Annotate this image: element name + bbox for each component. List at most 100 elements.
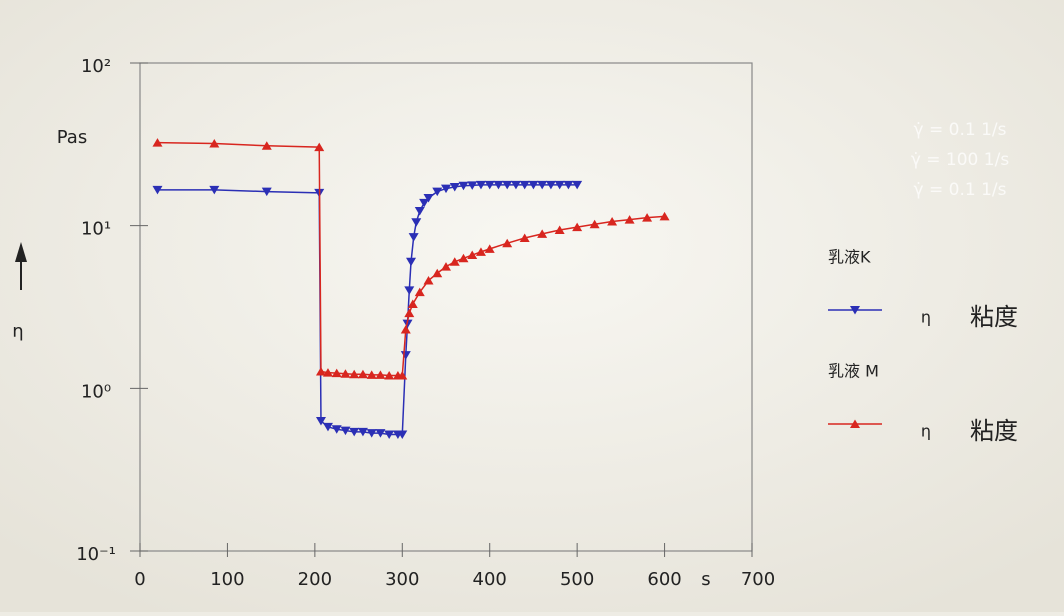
marker — [315, 366, 326, 376]
marker — [366, 429, 377, 438]
marker — [528, 180, 539, 190]
marker — [475, 247, 486, 256]
marker — [331, 368, 342, 378]
marker — [209, 138, 220, 148]
marker — [366, 370, 377, 379]
marker — [563, 180, 574, 190]
marker — [340, 426, 351, 436]
y-arrow-head — [15, 242, 27, 262]
marker — [589, 219, 600, 229]
annotation: γ̇ = 0.1 1/s — [914, 120, 1007, 140]
marker — [340, 369, 351, 378]
marker — [432, 268, 443, 278]
marker — [384, 430, 395, 440]
marker — [484, 244, 495, 253]
marker — [537, 180, 548, 190]
marker — [414, 207, 425, 216]
marker — [659, 211, 670, 221]
legend-quantity: 粘度 — [970, 417, 1018, 445]
marker — [624, 215, 635, 224]
marker — [408, 233, 419, 242]
marker — [414, 287, 425, 297]
y-axis-label: η — [12, 321, 23, 342]
marker — [404, 308, 415, 318]
marker — [449, 257, 460, 266]
marker — [384, 370, 395, 380]
x-tick-label: 400 — [473, 569, 507, 590]
marker — [519, 180, 530, 190]
x-tick-label: 700 — [741, 569, 775, 590]
marker — [407, 299, 418, 308]
legend-marker — [850, 419, 860, 428]
marker — [545, 180, 556, 190]
marker — [572, 222, 583, 232]
marker — [349, 427, 360, 437]
marker — [441, 262, 451, 271]
y-unit: Pas — [57, 127, 87, 148]
marker — [349, 369, 360, 379]
marker — [441, 184, 451, 194]
marker — [375, 370, 386, 379]
marker — [322, 422, 333, 432]
marker — [397, 370, 408, 380]
legend-quantity: 粘度 — [970, 303, 1018, 331]
marker — [315, 416, 326, 426]
marker — [502, 180, 513, 190]
marker — [375, 429, 386, 438]
marker — [261, 141, 272, 150]
marker — [406, 257, 417, 267]
marker — [537, 229, 548, 238]
marker — [411, 218, 422, 227]
marker — [554, 180, 565, 190]
marker — [475, 180, 486, 190]
marker — [331, 425, 342, 434]
y-tick-label: 10² — [81, 56, 111, 77]
marker — [209, 185, 220, 195]
marker — [484, 180, 495, 190]
x-tick-label: 600 — [647, 569, 681, 590]
marker — [397, 430, 408, 440]
marker — [458, 181, 469, 191]
marker — [642, 213, 653, 222]
marker — [572, 180, 583, 190]
marker — [152, 185, 163, 195]
marker — [493, 180, 504, 190]
x-tick-label: 500 — [560, 569, 594, 590]
marker — [510, 180, 521, 190]
marker — [400, 324, 411, 334]
x-unit: s — [701, 569, 710, 590]
plot-frame — [139, 62, 753, 552]
y-tick-label: 10⁻¹ — [76, 544, 116, 565]
marker — [607, 217, 618, 226]
marker — [519, 233, 530, 242]
marker — [423, 276, 434, 285]
marker — [357, 369, 368, 379]
marker — [152, 138, 163, 147]
legend-symbol: η — [921, 308, 931, 327]
marker — [314, 142, 325, 152]
legend-marker — [850, 306, 860, 315]
marker — [502, 238, 513, 248]
marker — [458, 253, 469, 263]
y-tick-label: 10¹ — [81, 219, 111, 240]
x-tick-label: 0 — [134, 569, 145, 590]
y-tick-label: 10⁰ — [81, 381, 111, 402]
marker — [432, 187, 443, 197]
marker — [404, 286, 415, 295]
marker — [467, 250, 478, 260]
legend-symbol: η — [921, 422, 931, 441]
x-tick-label: 300 — [385, 569, 419, 590]
annotation: γ̇ = 100 1/s — [911, 150, 1010, 170]
marker — [419, 198, 430, 208]
marker — [322, 368, 333, 377]
marker — [357, 427, 368, 437]
marker — [449, 182, 460, 192]
x-tick-label: 100 — [210, 569, 244, 590]
x-tick-label: 200 — [298, 569, 332, 590]
legend-name: 乳液K — [828, 248, 871, 267]
legend-name: 乳液 M — [828, 362, 879, 381]
marker — [467, 181, 478, 190]
marker — [554, 225, 565, 235]
